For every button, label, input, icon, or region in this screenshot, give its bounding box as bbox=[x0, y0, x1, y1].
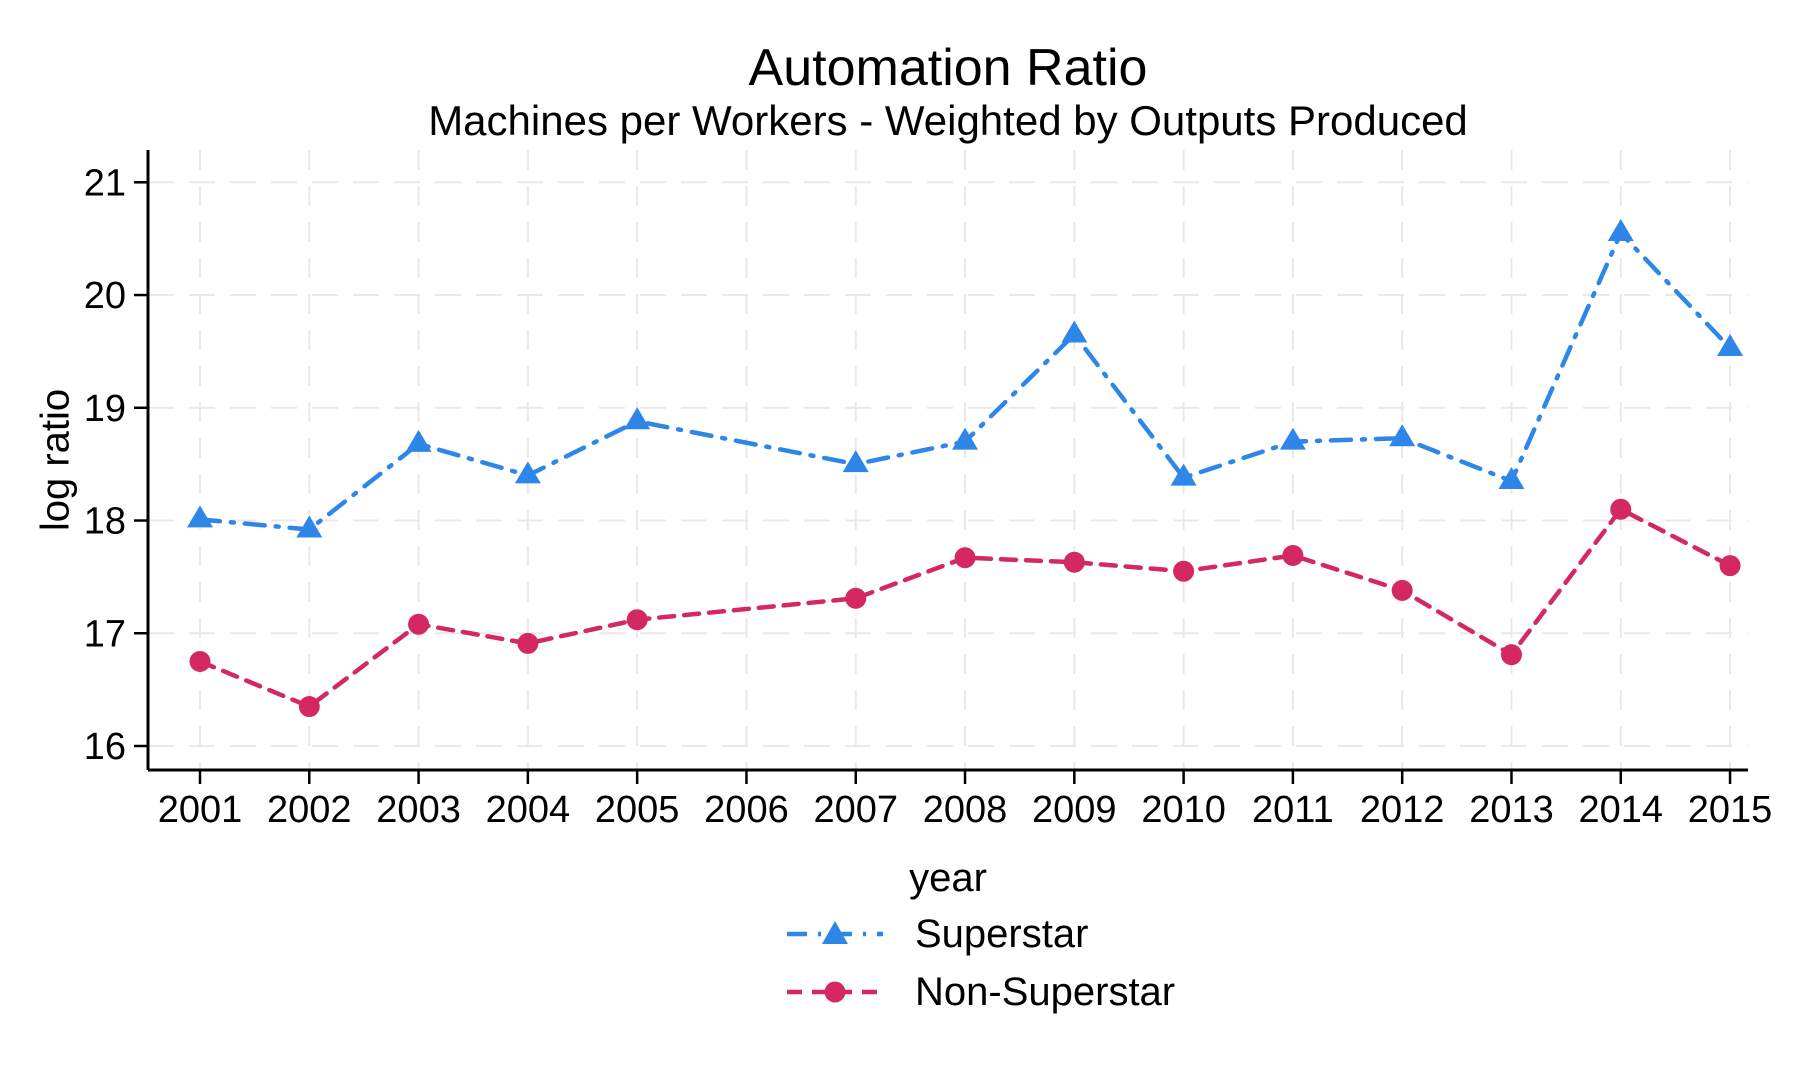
x-tick-label: 2001 bbox=[158, 789, 243, 831]
y-tick-label: 20 bbox=[84, 275, 126, 317]
data-point-marker bbox=[187, 505, 213, 528]
data-point-marker bbox=[1610, 498, 1632, 520]
x-tick-label: 2013 bbox=[1469, 789, 1554, 831]
x-tick-label: 2008 bbox=[923, 789, 1008, 831]
data-point-marker bbox=[405, 429, 432, 452]
data-point-marker bbox=[1061, 320, 1088, 343]
x-tick-label: 2012 bbox=[1360, 789, 1445, 831]
legend-label-non-superstar: Non-Superstar bbox=[915, 970, 1176, 1014]
legend-item-non-superstar: Non-Superstar bbox=[785, 970, 1175, 1014]
data-point-marker bbox=[1498, 467, 1525, 490]
data-point-marker bbox=[952, 427, 979, 450]
y-tick-label: 21 bbox=[84, 162, 126, 204]
chart-subtitle: Machines per Workers - Weighted by Outpu… bbox=[428, 97, 1468, 144]
data-point-marker bbox=[845, 587, 867, 609]
data-point-marker bbox=[1391, 579, 1413, 601]
x-tick-label: 2009 bbox=[1032, 789, 1117, 831]
y-tick-label: 19 bbox=[84, 388, 126, 430]
data-point-marker bbox=[517, 632, 539, 654]
x-tick-label: 2007 bbox=[813, 789, 898, 831]
legend-label-superstar: Superstar bbox=[915, 912, 1089, 956]
data-point-marker bbox=[624, 407, 651, 430]
y-tick-label: 16 bbox=[84, 726, 126, 768]
legend: Superstar Non-Superstar bbox=[785, 912, 1175, 1014]
data-point-marker bbox=[1173, 560, 1195, 582]
data-point-marker bbox=[298, 696, 320, 718]
data-point-marker bbox=[1279, 427, 1306, 450]
data-point-marker bbox=[296, 515, 323, 538]
x-tick-label: 2010 bbox=[1141, 789, 1226, 831]
x-axis-title: year bbox=[909, 856, 987, 900]
data-point-marker bbox=[514, 461, 541, 484]
data-point-marker bbox=[1170, 463, 1197, 486]
x-tick-label: 2014 bbox=[1578, 789, 1663, 831]
x-tick-label: 2015 bbox=[1688, 789, 1773, 831]
data-point-marker bbox=[1607, 219, 1634, 242]
non-superstar-line-marker-icon bbox=[787, 981, 883, 1003]
legend-item-superstar: Superstar bbox=[785, 912, 1175, 956]
data-point-marker bbox=[954, 547, 976, 569]
triangle-marker-icon bbox=[822, 921, 848, 944]
data-point-marker bbox=[1719, 555, 1741, 577]
x-tick-label: 2006 bbox=[704, 789, 789, 831]
superstar-line-marker-icon bbox=[787, 921, 883, 944]
data-point-marker bbox=[408, 613, 430, 635]
data-point-marker bbox=[1063, 551, 1085, 573]
data-point-marker bbox=[842, 450, 869, 473]
data-point-marker bbox=[1717, 334, 1744, 357]
chart-title: Automation Ratio bbox=[748, 39, 1148, 97]
y-axis-title-text: log ratio bbox=[33, 388, 78, 532]
x-tick-label: 2002 bbox=[267, 789, 352, 831]
x-tick-label: 2004 bbox=[486, 789, 571, 831]
y-tick-label: 18 bbox=[84, 501, 126, 543]
x-tick-label: 2005 bbox=[595, 789, 680, 831]
circle-marker-icon bbox=[824, 981, 846, 1003]
data-point-marker bbox=[189, 650, 211, 672]
y-tick-label: 17 bbox=[84, 613, 126, 655]
series-line-non-superstar bbox=[197, 506, 1733, 710]
data-point-marker bbox=[626, 609, 648, 631]
x-tick-label: 2011 bbox=[1252, 789, 1334, 831]
data-point-marker bbox=[1500, 644, 1522, 666]
data-point-marker bbox=[1282, 544, 1304, 566]
data-point-marker bbox=[1389, 424, 1416, 447]
series-line-superstar bbox=[197, 229, 1733, 532]
x-tick-label: 2003 bbox=[376, 789, 461, 831]
